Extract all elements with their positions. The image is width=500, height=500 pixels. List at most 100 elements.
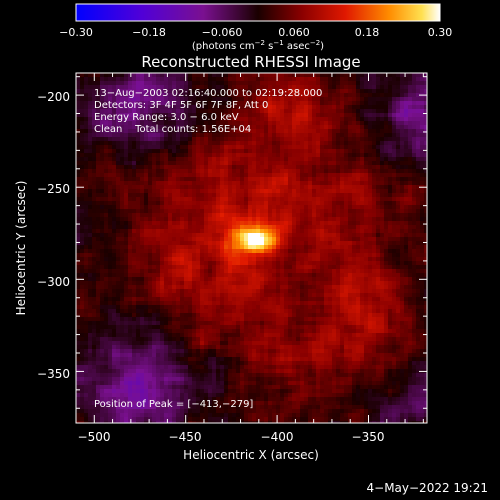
heatmap-cell xyxy=(152,105,157,110)
heatmap-cell xyxy=(288,253,293,258)
heatmap-cell xyxy=(256,229,261,234)
heatmap-cell xyxy=(372,157,377,162)
heatmap-cell xyxy=(172,125,177,130)
heatmap-cell xyxy=(412,101,417,106)
heatmap-cell xyxy=(144,85,149,90)
heatmap-cell xyxy=(180,121,185,126)
heatmap-cell xyxy=(284,101,289,106)
heatmap-cell xyxy=(148,213,153,218)
heatmap-cell xyxy=(232,81,237,86)
heatmap-cell xyxy=(92,205,97,210)
heatmap-cell xyxy=(144,241,149,246)
heatmap-cell xyxy=(252,217,257,222)
heatmap-cell xyxy=(116,73,121,78)
heatmap-cell xyxy=(312,249,317,254)
heatmap-cell xyxy=(412,209,417,214)
heatmap-cell xyxy=(292,261,297,266)
heatmap-cell xyxy=(408,137,413,142)
heatmap-cell xyxy=(320,281,325,286)
heatmap-cell xyxy=(120,137,125,142)
heatmap-cell xyxy=(168,93,173,98)
heatmap-cell xyxy=(232,245,237,250)
heatmap-cell xyxy=(152,261,157,266)
heatmap-cell xyxy=(240,237,245,242)
heatmap-cell xyxy=(392,81,397,86)
heatmap-cell xyxy=(244,113,249,118)
heatmap-cell xyxy=(96,145,101,150)
heatmap-cell xyxy=(384,157,389,162)
heatmap-cell xyxy=(360,237,365,242)
heatmap-cell xyxy=(92,149,97,154)
heatmap-cell xyxy=(224,97,229,102)
heatmap-cell xyxy=(132,133,137,138)
heatmap-cell xyxy=(224,209,229,214)
heatmap-cell xyxy=(380,249,385,254)
heatmap-cell xyxy=(244,101,249,106)
heatmap-cell xyxy=(288,181,293,186)
heatmap-cell xyxy=(216,277,221,282)
heatmap-cell xyxy=(216,89,221,94)
heatmap-cell xyxy=(376,105,381,110)
heatmap-cell xyxy=(240,229,245,234)
heatmap-cell xyxy=(248,89,253,94)
heatmap-cell xyxy=(96,265,101,270)
heatmap-cell xyxy=(404,201,409,206)
heatmap-cell xyxy=(324,161,329,166)
heatmap-cell xyxy=(116,249,121,254)
heatmap-cell xyxy=(124,241,129,246)
heatmap-cell xyxy=(412,165,417,170)
heatmap-cell xyxy=(284,297,289,302)
heatmap-cell xyxy=(392,121,397,126)
heatmap-cell xyxy=(416,261,421,266)
heatmap-cell xyxy=(252,141,257,146)
heatmap-cell xyxy=(276,273,281,278)
heatmap-cell xyxy=(356,177,361,182)
heatmap-cell xyxy=(144,181,149,186)
heatmap-cell xyxy=(256,177,261,182)
heatmap-cell xyxy=(152,233,157,238)
heatmap-cell xyxy=(340,173,345,178)
heatmap-cell xyxy=(152,229,157,234)
heatmap-cell xyxy=(120,185,125,190)
heatmap-cell xyxy=(128,97,133,102)
heatmap-cell xyxy=(292,137,297,142)
heatmap-cell xyxy=(352,213,357,218)
heatmap-cell xyxy=(276,281,281,286)
colorbar-tick-label: −0.30 xyxy=(59,26,93,39)
heatmap-cell xyxy=(88,217,93,222)
heatmap-cell xyxy=(160,213,165,218)
heatmap-cell xyxy=(104,233,109,238)
heatmap-cell xyxy=(164,129,169,134)
heatmap-cell xyxy=(384,245,389,250)
heatmap-cell xyxy=(404,281,409,286)
heatmap-cell xyxy=(228,293,233,298)
heatmap-cell xyxy=(248,261,253,266)
heatmap-cell xyxy=(332,161,337,166)
heatmap-cell xyxy=(232,165,237,170)
heatmap-cell xyxy=(176,113,181,118)
heatmap-cell xyxy=(100,129,105,134)
heatmap-cell xyxy=(132,193,137,198)
heatmap-cell xyxy=(180,253,185,258)
heatmap-cell xyxy=(84,85,89,90)
heatmap-cell xyxy=(80,109,85,114)
heatmap-cell xyxy=(140,257,145,262)
heatmap-cell xyxy=(104,137,109,142)
heatmap-cell xyxy=(356,141,361,146)
heatmap-cell xyxy=(272,245,277,250)
heatmap-cell xyxy=(296,273,301,278)
heatmap-cell xyxy=(332,261,337,266)
heatmap-cell xyxy=(120,245,125,250)
heatmap-cell xyxy=(208,297,213,302)
heatmap-cell xyxy=(128,141,133,146)
heatmap-cell xyxy=(300,277,305,282)
heatmap-cell xyxy=(276,73,281,78)
heatmap-cell xyxy=(224,289,229,294)
heatmap-cell xyxy=(236,165,241,170)
heatmap-cell xyxy=(100,89,105,94)
heatmap-cell xyxy=(100,181,105,186)
heatmap-cell xyxy=(160,97,165,102)
heatmap-cell xyxy=(332,133,337,138)
heatmap-cell xyxy=(344,285,349,290)
heatmap-cell xyxy=(328,145,333,150)
